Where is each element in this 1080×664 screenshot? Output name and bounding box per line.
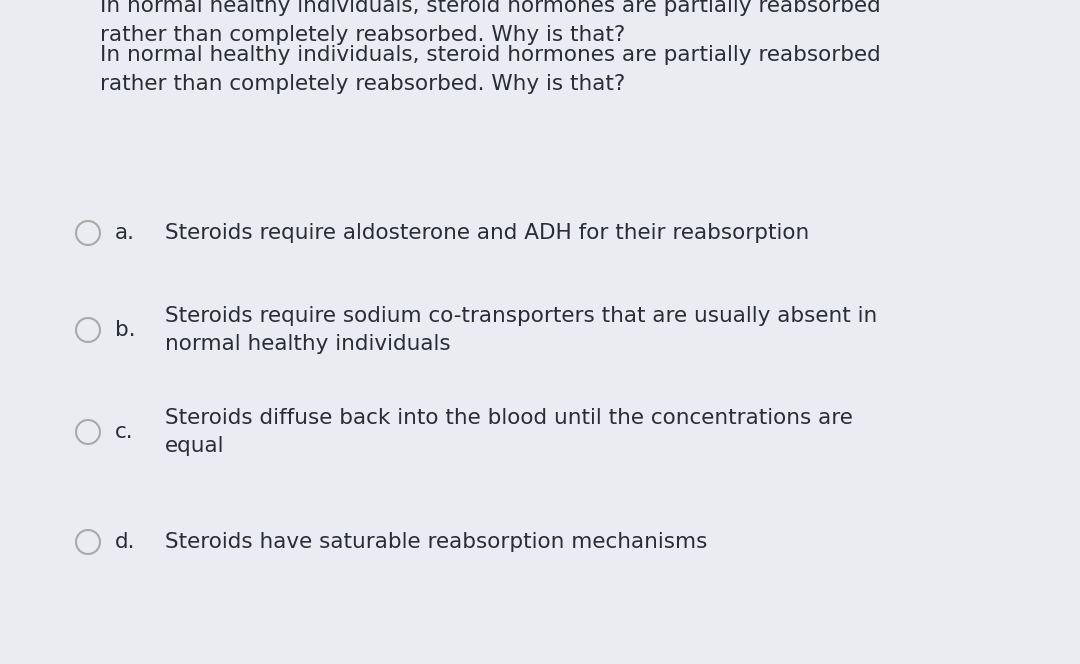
Text: b.: b. — [114, 320, 136, 340]
Text: Steroids require sodium co-transporters that are usually absent in
normal health: Steroids require sodium co-transporters … — [165, 305, 877, 355]
Text: Steroids have saturable reabsorption mechanisms: Steroids have saturable reabsorption mec… — [165, 532, 707, 552]
Text: In normal healthy individuals, steroid hormones are partially reabsorbed
rather : In normal healthy individuals, steroid h… — [100, 0, 881, 44]
Text: c.: c. — [114, 422, 134, 442]
Text: In normal healthy individuals, steroid hormones are partially reabsorbed
rather : In normal healthy individuals, steroid h… — [100, 45, 881, 94]
Text: Steroids diffuse back into the blood until the concentrations are
equal: Steroids diffuse back into the blood unt… — [165, 408, 853, 456]
Text: d.: d. — [114, 532, 135, 552]
Text: Steroids require aldosterone and ADH for their reabsorption: Steroids require aldosterone and ADH for… — [165, 223, 809, 243]
Text: a.: a. — [114, 223, 135, 243]
